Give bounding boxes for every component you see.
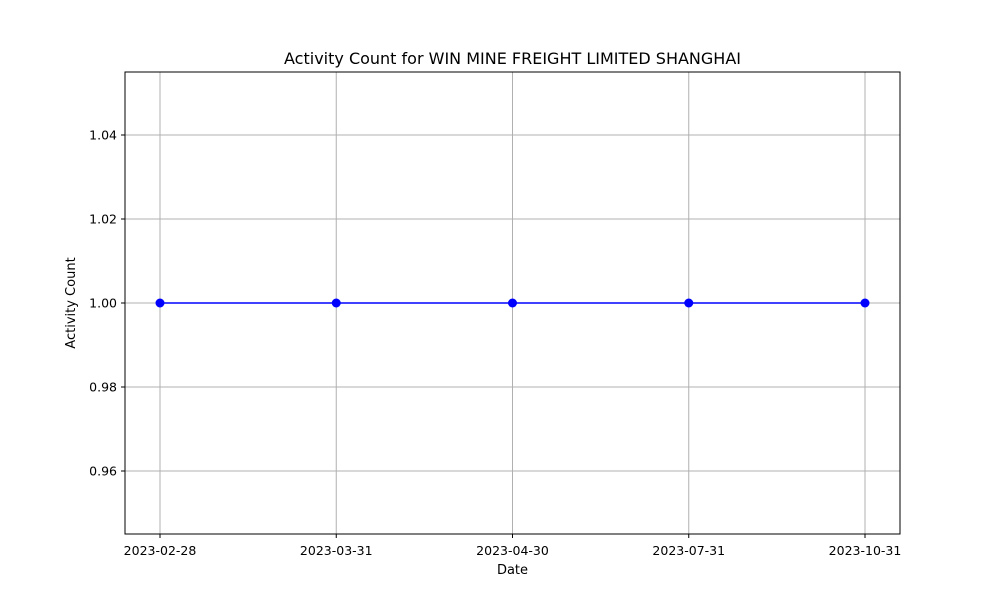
y-tick-label: 0.98 (89, 380, 117, 395)
chart-title: Activity Count for WIN MINE FREIGHT LIMI… (284, 49, 741, 68)
x-tick-label: 2023-10-31 (829, 543, 902, 558)
y-tick-label: 1.02 (89, 212, 117, 227)
data-point (508, 298, 517, 308)
x-axis-ticks: 2023-02-28 2023-03-31 2023-04-30 2023-07-31… (124, 534, 902, 558)
data-point (331, 298, 341, 308)
x-tick-label: 2023-02-28 (124, 543, 197, 558)
x-tick-label: 2023-03-31 (300, 543, 373, 558)
x-tick-label: 2023-04-30 (476, 543, 549, 558)
x-axis-label: Date (497, 563, 528, 578)
series-group (155, 298, 870, 308)
y-tick-label: 1.00 (89, 296, 117, 311)
data-point (684, 298, 694, 308)
data-point (860, 298, 870, 308)
y-axis-ticks: 0.96 0.98 1.00 1.02 1.04 (89, 128, 125, 479)
y-axis-label: Activity Count (64, 257, 79, 348)
data-point (155, 298, 165, 308)
y-tick-label: 1.04 (89, 128, 117, 143)
y-tick-label: 0.96 (89, 464, 117, 479)
x-tick-label: 2023-07-31 (652, 543, 725, 558)
